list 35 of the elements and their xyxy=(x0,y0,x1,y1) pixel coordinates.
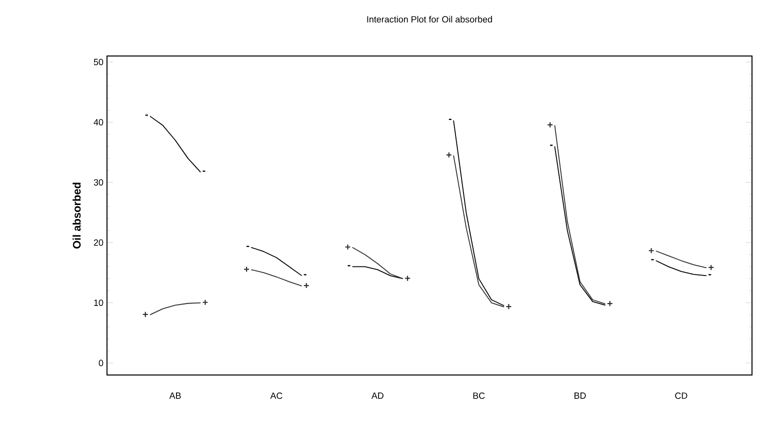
text: - xyxy=(145,114,148,116)
text: - xyxy=(304,274,306,276)
text: - xyxy=(708,274,712,276)
series-label: - xyxy=(448,118,452,120)
y-tick-label: 50 xyxy=(94,58,104,66)
y-axis-title: Oil absorbed xyxy=(72,182,81,249)
x-tick-label: AD xyxy=(371,392,384,399)
x-tick-label: AB xyxy=(169,392,181,399)
y-tick-label: 30 xyxy=(94,179,104,186)
series-label: + xyxy=(446,152,452,158)
text: + xyxy=(202,300,208,305)
text: + xyxy=(708,264,714,270)
text: + xyxy=(304,282,309,288)
text: + xyxy=(244,266,250,272)
y-tick-label: 20 xyxy=(94,239,104,246)
text: + xyxy=(548,122,553,128)
text: + xyxy=(648,248,654,254)
x-tick-label: BD xyxy=(574,392,586,399)
text: + xyxy=(506,304,512,310)
text: - xyxy=(651,259,654,260)
y-tick-label: 0 xyxy=(98,360,104,366)
text: + xyxy=(405,276,410,281)
text: + xyxy=(345,244,350,250)
text: - xyxy=(246,246,250,247)
y-tick-label: 40 xyxy=(94,119,104,126)
chart-title: Interaction Plot for Oil absorbed xyxy=(367,16,492,23)
text: - xyxy=(550,144,553,146)
text: + xyxy=(607,301,612,306)
text: - xyxy=(348,265,350,266)
text: + xyxy=(142,312,148,317)
x-tick-label: CD xyxy=(675,392,688,399)
x-tick-label: AC xyxy=(270,392,282,399)
y-tick-label: 10 xyxy=(94,300,104,306)
text: - xyxy=(202,170,206,172)
x-tick-label: BC xyxy=(473,392,485,399)
